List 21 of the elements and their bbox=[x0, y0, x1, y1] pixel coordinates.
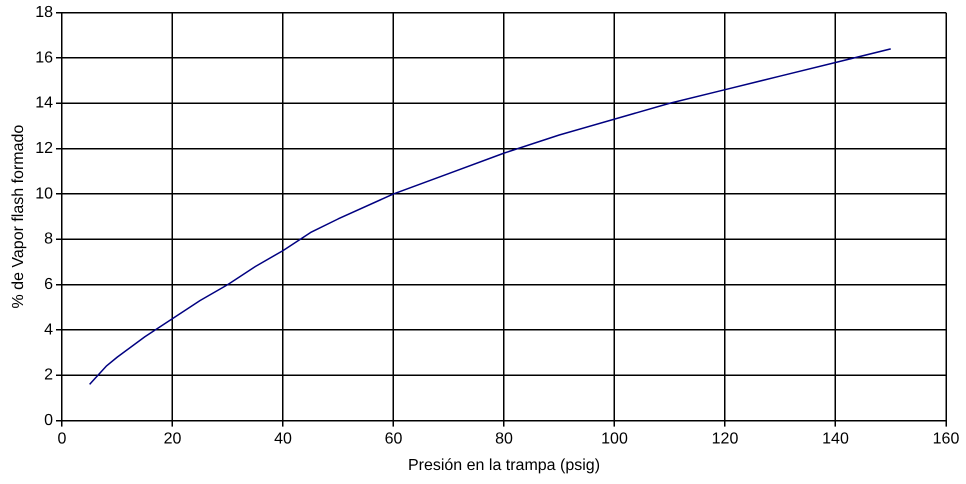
y-tick-label: 4 bbox=[44, 321, 54, 338]
y-tick-label: 10 bbox=[35, 185, 54, 202]
y-tick-label: 18 bbox=[35, 4, 54, 22]
x-tick-label: 120 bbox=[712, 430, 738, 448]
y-tick-label: 2 bbox=[44, 366, 54, 384]
x-tick-label: 140 bbox=[822, 430, 849, 448]
y-tick-label: 12 bbox=[35, 140, 54, 158]
y-tick-label: 6 bbox=[44, 276, 54, 294]
x-tick-label: 60 bbox=[384, 430, 402, 448]
y-axis-title: % de Vapor flash formado bbox=[10, 124, 28, 309]
y-tick-label: 16 bbox=[35, 49, 54, 66]
x-tick-label: 20 bbox=[164, 430, 182, 448]
y-tick-label: 8 bbox=[44, 230, 54, 248]
y-tick-label: 14 bbox=[35, 94, 54, 112]
x-tick-label: 160 bbox=[932, 430, 960, 448]
y-tick-label: 0 bbox=[44, 412, 54, 430]
x-tick-label: 40 bbox=[274, 430, 292, 448]
x-axis-title: Presión en la trampa (psig) bbox=[408, 456, 600, 474]
x-tick-label: 100 bbox=[601, 430, 628, 448]
x-tick-label: 0 bbox=[58, 430, 67, 448]
x-tick-label: 80 bbox=[495, 430, 513, 448]
